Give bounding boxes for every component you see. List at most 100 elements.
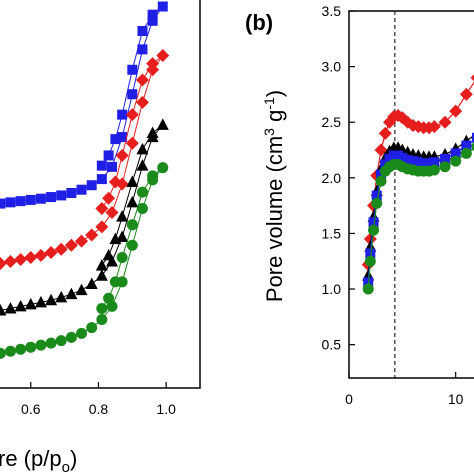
panel-b-diamond-point [401,115,415,129]
panel-a-triangle-adsorption-point [75,283,88,296]
panel-b-pore-volume: (b) 0.5 1.0 1.5 2.0 2.5 3.0 3.5 0 10 Pore volume… [245,3,474,407]
panel-a-circle-adsorption-point [55,335,67,347]
panel-a-square-desorption-point [117,109,128,120]
panel-a-diamond-desorption-point [108,175,122,189]
panel-a-triangle-desorption-point [102,248,115,261]
panel-b-y-tick-label: 1.0 [322,281,342,297]
panel-a-series-circle [0,162,169,359]
panel-a-square-adsorption-line [0,6,164,205]
panel-a-diamond-adsorption-point [75,234,89,248]
panel-a-triangle-desorption-point [146,126,159,138]
panel-a-square-desorption-point [103,150,114,161]
panel-b-square-point [472,132,474,143]
panel-b-circle-point [471,142,474,152]
panel-a-triangle-adsorption-point [106,255,118,267]
panel-b-diamond-point [427,120,441,134]
panel-b-circle-point [368,224,380,236]
panel-b-square-point [368,217,379,228]
panel-a-triangle-adsorption-point [34,295,47,308]
panel-a-square-adsorption-point [25,194,36,205]
panel-b-circle-point [428,164,440,176]
panel-b-x-tick-label: 0 [345,391,353,407]
panel-a-circle-adsorption-point [126,239,138,251]
panel-a-circle-desorption-point [126,219,138,231]
panel-a-square-adsorption-point [5,197,16,208]
panel-a-triangle-adsorption-point [55,290,68,303]
panel-a-square-adsorption-point [56,190,67,201]
panel-a-isotherms: 0.6 0.8 1.0 re (p/po) [0,0,201,474]
panel-a-square-adsorption-point [127,89,138,100]
panel-a-circle-adsorption-point [15,343,27,355]
panel-a-plot-frame [0,0,201,389]
panel-a-diamond-adsorption-point [64,238,78,252]
panel-a-diamond-adsorption-point [34,248,48,262]
panel-b-y-tick-label: 2.0 [322,170,342,186]
panel-a-diamond-adsorption-point [125,136,139,150]
panel-a-series-square [0,1,168,209]
panel-a-series-diamond [0,48,170,271]
panel-a-square-adsorption-point [137,44,148,55]
panel-b-square-point [365,248,376,259]
panel-a-square-adsorption-point [66,187,77,198]
panel-a-triangle-desorption-point [95,259,108,271]
panel-b-y-tick-label: 0.5 [322,337,342,353]
panel-a-x-tick-label: 0.8 [89,401,109,417]
panel-a-diamond-adsorption-point [85,228,99,242]
panel-b-y-tick-label: 2.5 [322,114,342,130]
panel-a-triangle-desorption-point [126,175,139,187]
panel-a-triangle-adsorption-point [0,303,7,316]
panel-a-circle-adsorption-point [25,341,37,353]
panel-b-square-point [397,152,408,163]
panel-b-circle-point [375,175,387,187]
panel-b-series-circle [362,142,474,295]
panel-a-triangle-desorption-point [136,142,149,155]
panel-a-circle-desorption-point [96,302,108,314]
panel-a-diamond-desorption-point [146,57,160,71]
panel-a-diamond-adsorption-point [14,252,28,266]
panel-a-diamond-adsorption-point [3,255,17,269]
panel-b-y-tick-label: 1.5 [322,225,342,241]
panel-a-x-tick-label: 1.0 [156,401,176,417]
panel-a-square-adsorption-point [46,192,57,203]
panel-a-diamond-adsorption-point [54,242,68,256]
panel-a-triangle-adsorption-point [136,159,149,171]
panel-b-circle-point [439,161,451,173]
panel-a-square-desorption-point [96,160,107,171]
panel-a-diamond-adsorption-point [44,246,58,260]
panel-a-series-group [0,1,170,359]
panel-b-circle-point [362,283,374,295]
panel-b-square-point [461,140,472,151]
panel-b-circle-point [460,147,472,159]
panel-a-triangle-adsorption-point [45,293,58,306]
panel-a-circle-adsorption-point [45,337,57,349]
panel-a-diamond-desorption-point [135,73,149,87]
panel-b-square-point [450,148,461,159]
panel-a-square-adsorption-point [35,193,46,204]
panel-b-diamond-point [378,126,392,140]
panel-a-circle-adsorption-point [4,345,16,357]
panel-a-circle-desorption-point [147,170,159,182]
panel-a-square-adsorption-point [86,180,97,191]
panel-a-triangle-desorption-point [109,232,122,245]
panel-b-square-point [408,156,418,167]
panel-b-square-point [371,190,382,201]
panel-a-square-desorption-point [127,64,138,75]
panel-a-triangle-adsorption-point [4,301,17,314]
panel-a-circle-adsorption-point [96,313,108,325]
panel-a-diamond-desorption-point [95,201,109,215]
panel-a-triangle-adsorption-point [65,287,78,300]
panel-a-circle-desorption-line [101,167,164,309]
panel-b-x-tick-label: 10 [448,391,464,407]
panel-b-plot-frame [348,10,474,379]
panel-b-series-group [361,74,474,295]
panel-a-diamond-desorption-point [125,108,139,122]
panel-a-circle-desorption-point [116,251,128,263]
panel-a-square-adsorption-point [107,161,117,172]
panel-a-diamond-adsorption-point [95,220,109,234]
panel-b-circle-point [450,155,462,167]
panel-a-square-adsorption-point [96,174,107,185]
panel-b-diamond-point [363,232,377,246]
panel-b-ticks: 0.5 1.0 1.5 2.0 2.5 3.0 3.5 0 10 [322,3,464,407]
panel-b-square-point [424,158,434,169]
